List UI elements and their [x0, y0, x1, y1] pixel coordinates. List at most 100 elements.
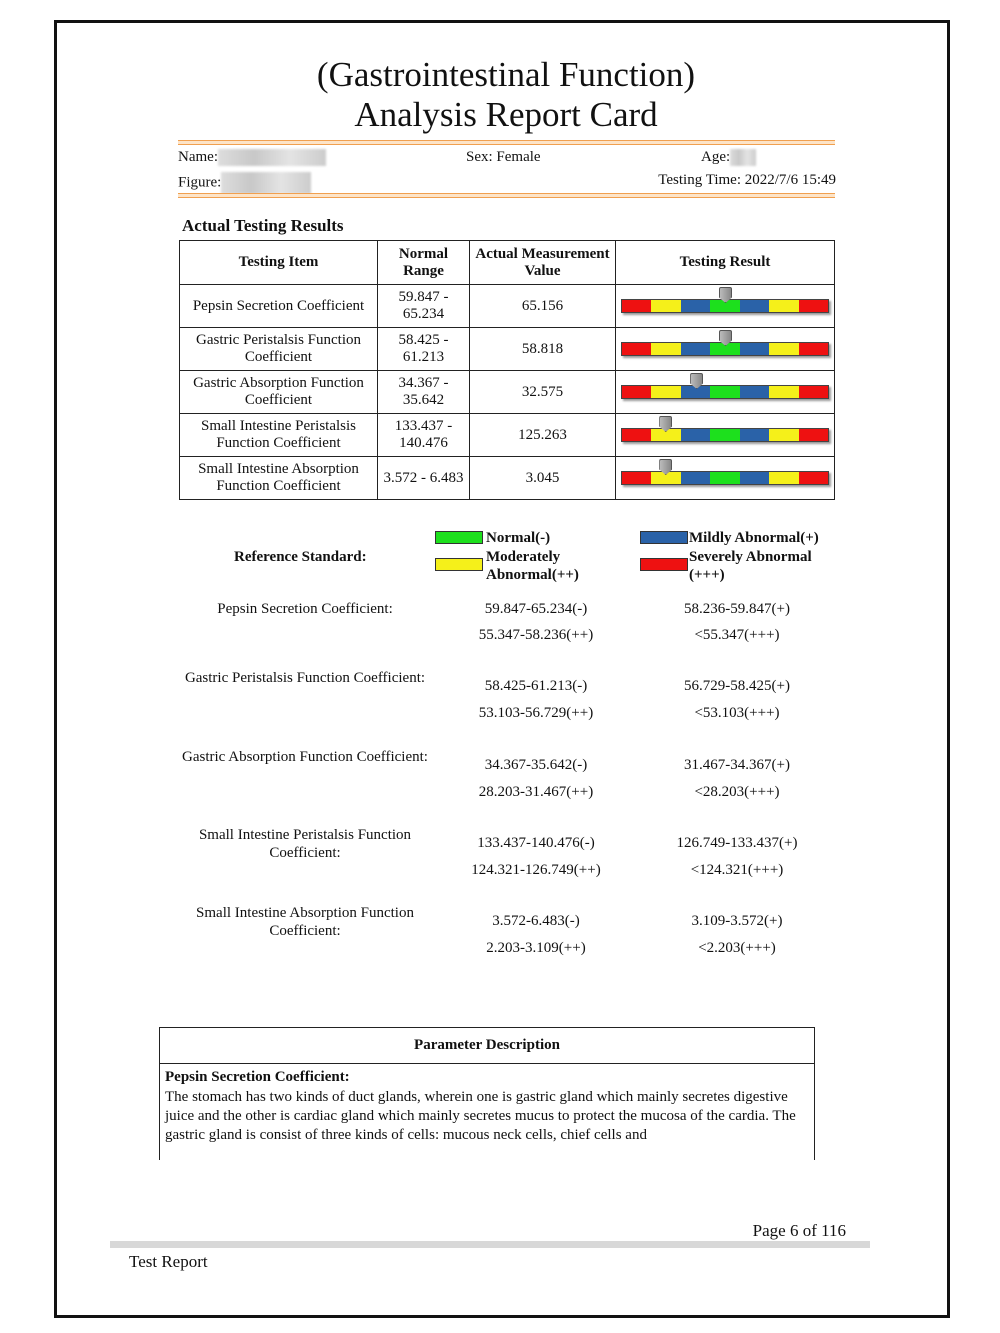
testing-item: Small Intestine Peristalsis Function Coe…	[179, 413, 378, 457]
reference-normal: 3.572-6.483(-)	[492, 913, 580, 929]
divider-top	[178, 140, 835, 145]
normal-range: 133.437 - 140.476	[377, 413, 470, 457]
gauge-segment	[769, 343, 799, 355]
reference-severe: <124.321(+++)	[690, 862, 784, 878]
gauge-segment	[798, 300, 828, 312]
gauge-segment	[680, 386, 711, 398]
reference-normal: 133.437-140.476(-)	[477, 835, 595, 851]
age-label: Age:	[701, 149, 731, 165]
gauge-segment	[622, 343, 652, 355]
gauge-segment	[651, 343, 681, 355]
testing-item: Small Intestine Absorption Function Coef…	[179, 456, 378, 500]
gauge-marker-icon	[659, 459, 673, 475]
reference-normal: 58.425-61.213(-)	[484, 678, 588, 694]
age-field: Age:	[701, 149, 757, 167]
reference-normal: 34.367-35.642(-)	[484, 757, 588, 773]
page-border	[54, 20, 950, 1318]
reference-normal: 59.847-65.234(-)	[484, 601, 588, 617]
legend-swatch	[435, 531, 483, 544]
legend-label: Mildly Abnormal(+)	[689, 530, 819, 546]
name-label: Name:	[178, 149, 218, 165]
result-gauge	[621, 287, 829, 313]
legend-swatch	[435, 558, 483, 571]
reference-moderate: 55.347-58.236(++)	[478, 627, 594, 643]
gauge-segment	[798, 343, 828, 355]
description-subtitle: Pepsin Secretion Coefficient:	[165, 1069, 350, 1085]
gauge-segment	[739, 429, 770, 441]
footer-report-label: Test Report	[129, 1252, 208, 1271]
table-row: Small Intestine Peristalsis Function Coe…	[179, 413, 835, 457]
gauge-marker-icon	[719, 330, 732, 346]
gauge-segment	[651, 472, 681, 484]
normal-range: 58.425 - 61.213	[377, 327, 470, 371]
gauge-segment	[739, 300, 770, 312]
sex-field: Sex: Female	[466, 149, 541, 165]
normal-range: 59.847 - 65.234	[377, 284, 470, 328]
gauge-segment	[651, 386, 681, 398]
name-field: Name:	[178, 149, 326, 167]
reference-item-name: Gastric Absorption Function Coefficient:	[182, 749, 428, 765]
reference-moderate: 124.321-126.749(++)	[471, 862, 601, 878]
reference-item-name: Gastric Peristalsis Function Coefficient…	[184, 670, 426, 686]
redacted-figure	[221, 172, 312, 194]
gauge-segment	[622, 386, 652, 398]
description-text: The stomach has two kinds of duct glands…	[165, 1089, 796, 1143]
gauge-segment	[798, 429, 828, 441]
reference-mild: 31.467-34.367(+)	[684, 757, 790, 773]
table-header: Testing Item Normal Range Actual Measure…	[179, 240, 835, 285]
testing-item: Gastric Peristalsis Function Coefficient	[179, 327, 378, 371]
reference-item-name: Small Intestine Peristalsis Function Coe…	[198, 827, 412, 861]
gauge-marker-icon	[719, 287, 732, 303]
page-number: Page 6 of 116	[752, 1221, 846, 1240]
testing-time: Testing Time: 2022/7/6 15:49	[658, 172, 836, 188]
report-title-line1: (Gastrointestinal Function)	[316, 55, 696, 94]
testing-result	[615, 413, 835, 457]
table-row: Gastric Peristalsis Function Coefficient…	[179, 327, 835, 371]
testing-result	[615, 370, 835, 414]
figure-field: Figure:	[178, 172, 312, 194]
reference-mild: 3.109-3.572(+)	[691, 913, 783, 929]
gauge-segment	[769, 429, 799, 441]
divider-bottom	[178, 193, 835, 198]
results-table: Testing Item Normal Range Actual Measure…	[179, 240, 835, 500]
gauge-segment	[710, 300, 740, 312]
measurement-value: 32.575	[469, 370, 616, 414]
gauge-segment	[622, 472, 652, 484]
gauge-segment	[651, 300, 681, 312]
redacted-name	[217, 149, 326, 167]
gauge-segment	[680, 300, 711, 312]
result-gauge	[621, 330, 829, 356]
reference-moderate: 53.103-56.729(++)	[478, 705, 594, 721]
gauge-segment	[651, 429, 681, 441]
gauge-segment	[798, 472, 828, 484]
gauge-segment	[769, 386, 799, 398]
normal-range: 3.572 - 6.483	[377, 456, 470, 500]
figure-label: Figure:	[178, 174, 222, 191]
gauge-segment	[680, 343, 711, 355]
legend-swatch	[640, 558, 688, 571]
reference-mild: 58.236-59.847(+)	[684, 601, 790, 617]
gauge-segment	[710, 429, 740, 441]
reference-standard-label: Reference Standard:	[234, 549, 367, 565]
gauge-segment	[739, 472, 770, 484]
gauge-segment	[622, 429, 652, 441]
gauge-segment	[680, 429, 711, 441]
gauge-segment	[739, 343, 770, 355]
normal-range: 34.367 - 35.642	[377, 370, 470, 414]
gauge-segment	[739, 386, 770, 398]
result-gauge	[621, 416, 829, 442]
result-gauge	[621, 459, 829, 485]
reference-mild: 56.729-58.425(+)	[684, 678, 790, 694]
reference-severe: <55.347(+++)	[694, 627, 780, 643]
reference-mild: 126.749-133.437(+)	[676, 835, 798, 851]
table-row: Pepsin Secretion Coefficient 59.847 - 65…	[179, 284, 835, 328]
testing-result	[615, 327, 835, 371]
legend-swatch	[640, 531, 688, 544]
footer-rule	[110, 1241, 870, 1248]
header-measurement-value: Actual Measurement Value	[469, 240, 616, 285]
table-row: Small Intestine Absorption Function Coef…	[179, 456, 835, 500]
reference-item-name: Pepsin Secretion Coefficient:	[217, 601, 393, 617]
gauge-segment	[769, 300, 799, 312]
parameter-description: Parameter Description Pepsin Secretion C…	[159, 1027, 815, 1160]
measurement-value: 58.818	[469, 327, 616, 371]
